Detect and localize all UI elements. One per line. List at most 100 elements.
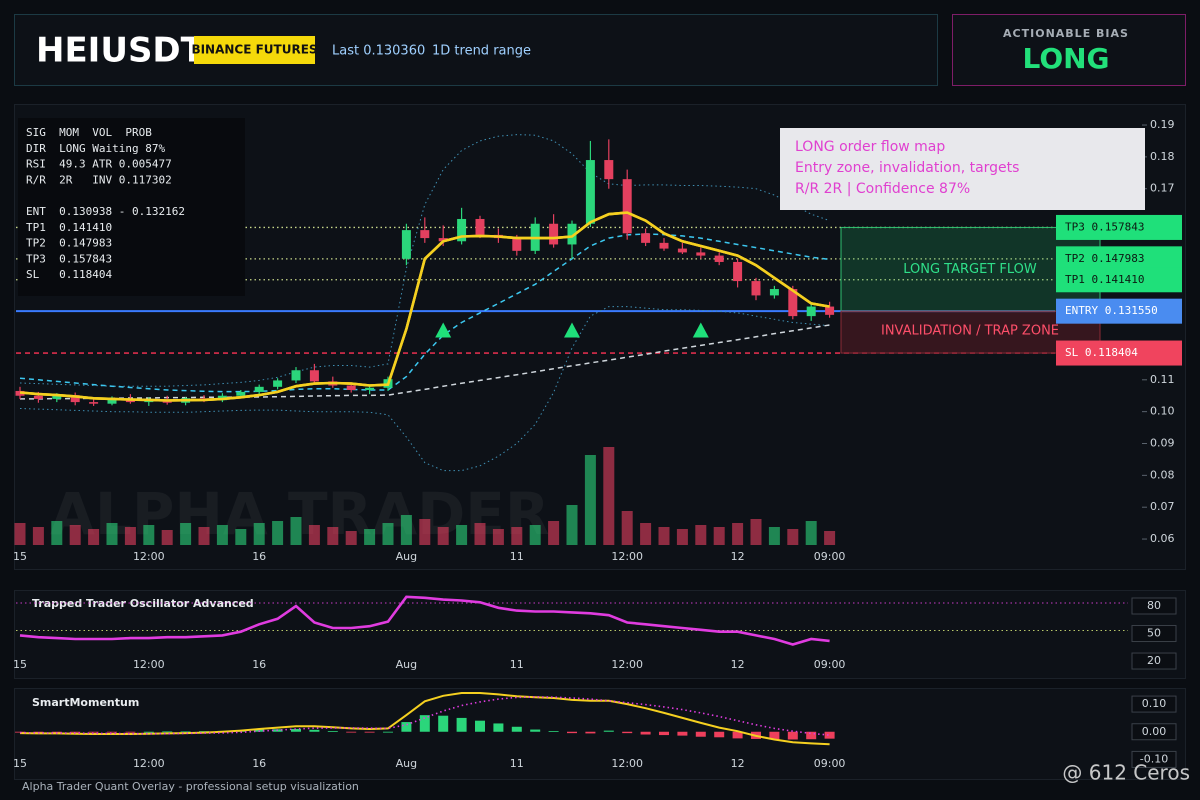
bias-panel bbox=[952, 14, 1186, 86]
histogram-bar bbox=[622, 731, 633, 734]
volume-bar bbox=[750, 519, 762, 545]
volume-bar bbox=[456, 525, 468, 545]
info-line: SIG MOM VOL PROB bbox=[26, 126, 152, 139]
candle-body bbox=[33, 395, 43, 399]
x-tick-label: 09:00 bbox=[814, 757, 846, 770]
bias-label: ACTIONABLE BIAS bbox=[1003, 27, 1129, 40]
level-label-box bbox=[1056, 214, 1182, 240]
info-line: TP1 0.141410 bbox=[26, 221, 112, 234]
x-tick-label: 11 bbox=[510, 757, 524, 770]
x-tick-label: 12:00 bbox=[611, 658, 643, 671]
overlay-line bbox=[20, 324, 830, 400]
header-panel bbox=[14, 14, 938, 86]
x-tick-label: 11 bbox=[510, 658, 524, 671]
overlay-line bbox=[19, 233, 830, 393]
x-tick-label: 12:00 bbox=[133, 550, 165, 563]
volume-bar bbox=[51, 521, 63, 545]
candle-body bbox=[696, 252, 706, 256]
candle-body bbox=[70, 395, 80, 403]
annotation-line: LONG order flow map bbox=[795, 139, 945, 155]
x-tick-label: Aug bbox=[396, 757, 417, 770]
candle-body bbox=[512, 238, 522, 251]
volume-bar bbox=[272, 521, 284, 545]
bias-value: LONG bbox=[1022, 42, 1109, 75]
histogram-bar bbox=[695, 731, 706, 737]
volume-bar bbox=[768, 527, 780, 545]
volume-bar bbox=[584, 455, 596, 545]
histogram-bar bbox=[659, 731, 669, 736]
x-tick-label: 16 bbox=[252, 550, 266, 563]
annotation-line: R/R 2R | Confidence 87% bbox=[795, 181, 970, 197]
buy-signal bbox=[435, 322, 452, 338]
volume-bar bbox=[695, 525, 707, 545]
level-label: TP2 0.147983 bbox=[1065, 252, 1144, 265]
histogram-bar bbox=[530, 729, 541, 732]
y-tick-label: 0.11 bbox=[1150, 373, 1175, 386]
exchange: BINANCE FUTURES bbox=[191, 43, 317, 57]
candle-body bbox=[420, 230, 430, 239]
volume-bar bbox=[732, 523, 744, 545]
histogram-bar bbox=[327, 731, 338, 732]
momentum-line bbox=[19, 696, 830, 736]
target-zone-label: LONG TARGET FLOW bbox=[903, 262, 1037, 277]
volume-bar bbox=[658, 527, 670, 545]
candle-body bbox=[733, 261, 743, 282]
volume-bar bbox=[32, 527, 44, 545]
histogram-bar bbox=[475, 720, 485, 732]
exchange-badge bbox=[194, 36, 315, 64]
y-tick-label: 0.10 bbox=[1142, 697, 1167, 710]
candle-body bbox=[659, 242, 669, 249]
y-tick-box bbox=[1131, 695, 1177, 713]
histogram-bar bbox=[456, 717, 467, 732]
candle-body bbox=[52, 395, 62, 399]
level-label-box bbox=[1056, 340, 1182, 366]
candle-body bbox=[714, 255, 724, 262]
histogram-bar bbox=[714, 731, 725, 738]
histogram-bar bbox=[603, 730, 614, 732]
y-tick-box bbox=[1131, 723, 1177, 741]
candle-body bbox=[438, 238, 448, 242]
y-tick-label: 0.07 bbox=[1150, 500, 1175, 513]
histogram-bar bbox=[732, 731, 743, 739]
annotation-line: Entry zone, invalidation, targets bbox=[795, 160, 1019, 176]
x-tick-label: Aug bbox=[396, 550, 417, 563]
histogram-bar bbox=[383, 731, 393, 733]
volume-bar bbox=[548, 521, 560, 545]
y-tick-label: 0.18 bbox=[1150, 150, 1175, 163]
candle-body bbox=[825, 306, 835, 315]
volume-bar bbox=[640, 523, 652, 545]
volume-bar bbox=[143, 525, 155, 545]
y-tick-box bbox=[1131, 625, 1177, 643]
y-tick-label: 0.06 bbox=[1150, 532, 1175, 545]
volume-bar bbox=[621, 511, 633, 545]
volume-bar bbox=[161, 530, 173, 545]
histogram-bar bbox=[143, 731, 154, 733]
x-tick-label: 15 bbox=[13, 550, 27, 563]
candle-body bbox=[769, 289, 779, 296]
credit: @ 612 Ceros bbox=[1062, 761, 1190, 785]
range: 1D trend range bbox=[432, 44, 531, 59]
info-line: SL 0.118404 bbox=[26, 268, 112, 281]
oscillator-line bbox=[19, 595, 830, 646]
volume-bar bbox=[419, 519, 431, 545]
candle-body bbox=[401, 230, 411, 259]
candle-body bbox=[273, 380, 283, 387]
histogram-bar bbox=[585, 731, 596, 734]
histogram-bar bbox=[180, 731, 191, 733]
candle-body bbox=[365, 387, 375, 390]
volume-bar bbox=[529, 525, 541, 545]
histogram-bar bbox=[15, 731, 25, 733]
last-price: Last 0.130360 bbox=[332, 44, 425, 59]
y-tick-label: 0.19 bbox=[1150, 118, 1175, 131]
volume-bar bbox=[474, 523, 486, 545]
level-label: TP3 0.157843 bbox=[1065, 220, 1144, 233]
volume-bar bbox=[106, 523, 118, 545]
candle-body bbox=[788, 289, 798, 317]
volume-bar bbox=[308, 525, 320, 545]
histogram-bar bbox=[88, 731, 99, 733]
momentum-panel bbox=[14, 688, 1186, 780]
info-line: RSI 49.3 ATR 0.005477 bbox=[26, 158, 172, 171]
candle-body bbox=[89, 402, 99, 404]
volume-bar bbox=[787, 529, 799, 545]
y-tick-label: 0.10 bbox=[1150, 405, 1175, 418]
